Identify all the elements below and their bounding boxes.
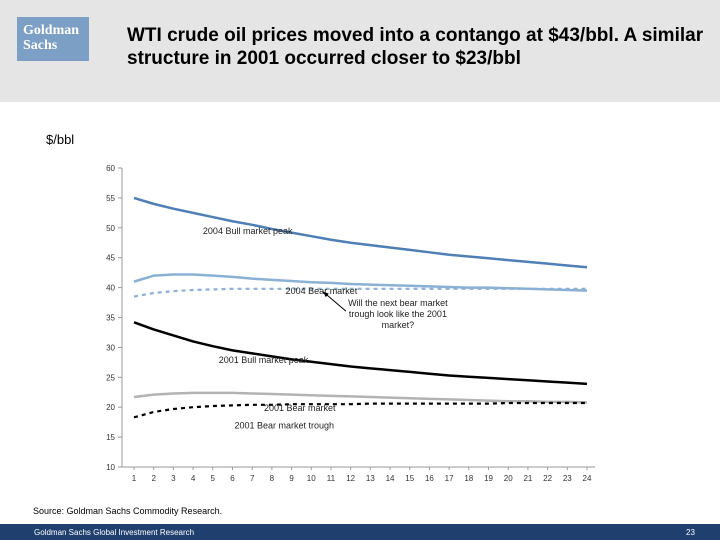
series-line-2004-bear-market-trough	[133, 287, 587, 298]
footer-publisher: Goldman Sachs Global Investment Research	[34, 528, 195, 537]
series-label-2004-bull-market-peak: 2004 Bull market peak	[203, 226, 293, 236]
series-line-2001-bear-market	[133, 391, 588, 404]
x-tick-label: 21	[523, 474, 532, 483]
series-label-2001-bull-market-peak: 2001 Bull market peak	[219, 355, 309, 365]
y-tick-label: 35	[106, 314, 115, 323]
x-tick-label: 24	[583, 474, 592, 483]
x-tick-label: 5	[211, 474, 216, 483]
x-tick-label: 20	[504, 474, 513, 483]
y-axis-unit-label: $/bbl	[46, 132, 75, 147]
x-tick-label: 11	[327, 474, 336, 483]
y-tick-label: 45	[106, 254, 115, 263]
slide-title: WTI crude oil prices moved into a contan…	[127, 25, 704, 69]
annotation-arrow-head	[323, 291, 329, 298]
x-tick-label: 1	[132, 474, 137, 483]
x-tick-label: 23	[563, 474, 572, 483]
x-tick-label: 3	[171, 474, 176, 483]
x-tick-label: 8	[270, 474, 275, 483]
annotation-line-3: market?	[382, 320, 415, 330]
x-tick-label: 10	[307, 474, 316, 483]
series-labels: 2004 Bull market peak 2004 Bear market 200…	[203, 226, 358, 430]
x-tick-label: 7	[250, 474, 255, 483]
y-tick-label: 30	[106, 343, 115, 352]
x-tick-label: 19	[484, 474, 493, 483]
y-tick-label: 60	[106, 164, 115, 173]
x-tick-label: 9	[289, 474, 294, 483]
series-line-2004-bull-market-peak	[133, 196, 588, 269]
y-tick-label: 50	[106, 224, 115, 233]
x-tick-label: 18	[464, 474, 473, 483]
x-tick-label: 12	[346, 474, 355, 483]
logo-line-1: Goldman	[23, 23, 80, 38]
page-number: 23	[686, 528, 695, 537]
y-tick-label: 20	[106, 403, 115, 412]
y-tick-label: 55	[106, 194, 115, 203]
source-note: Source: Goldman Sachs Commodity Research…	[33, 506, 223, 516]
x-tick-label: 17	[445, 474, 454, 483]
x-tick-label: 22	[543, 474, 552, 483]
x-tick-label: 4	[191, 474, 196, 483]
y-tick-label: 25	[106, 373, 115, 382]
series-line-2001-bear-market-trough	[133, 401, 587, 419]
series-label-2001-bear-market: 2001 Bear market	[264, 403, 336, 413]
x-tick-label: 13	[366, 474, 375, 483]
x-tick-label: 2	[151, 474, 156, 483]
annotation-line-1: Will the next bear market	[348, 298, 448, 308]
series-line-2001-bull-market-peak	[133, 321, 588, 386]
series-layer	[133, 196, 588, 419]
header-band: Goldman Sachs WTI crude oil prices moved…	[0, 0, 720, 102]
footer-bar: Goldman Sachs Global Investment Research…	[0, 524, 720, 540]
series-label-2001-bear-market-trough: 2001 Bear market trough	[234, 420, 334, 430]
x-tick-label: 14	[386, 474, 395, 483]
y-tick-label: 10	[106, 463, 115, 472]
logo-line-2: Sachs	[23, 38, 58, 53]
goldman-sachs-logo: Goldman Sachs	[17, 17, 89, 61]
x-tick-label: 16	[425, 474, 434, 483]
x-tick-label: 15	[405, 474, 414, 483]
x-tick-label: 6	[230, 474, 235, 483]
series-label-2004-bear-market: 2004 Bear market	[286, 286, 358, 296]
y-tick-label: 40	[106, 284, 115, 293]
annotation-line-2: trough look like the 2001	[349, 309, 447, 319]
y-tick-label: 15	[106, 433, 115, 442]
